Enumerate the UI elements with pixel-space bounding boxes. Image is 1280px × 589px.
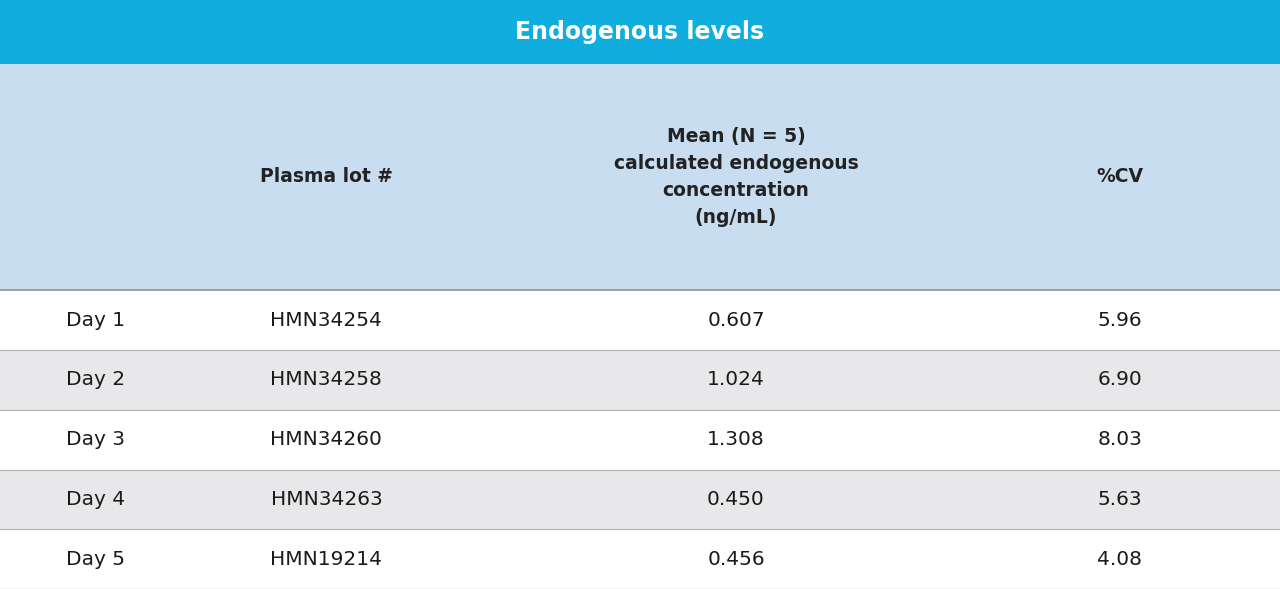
Text: Day 5: Day 5: [67, 550, 125, 568]
Text: 1.308: 1.308: [707, 430, 765, 449]
Bar: [0, 410, 1280, 469]
Text: Day 2: Day 2: [67, 370, 125, 389]
Text: HMN34258: HMN34258: [270, 370, 383, 389]
Text: 0.607: 0.607: [707, 311, 765, 330]
Text: 0.456: 0.456: [707, 550, 765, 568]
Text: 1.024: 1.024: [707, 370, 765, 389]
Text: %CV: %CV: [1097, 167, 1143, 187]
Text: Day 1: Day 1: [67, 311, 125, 330]
Text: 5.96: 5.96: [1098, 311, 1142, 330]
Text: Plasma lot #: Plasma lot #: [260, 167, 393, 187]
Text: Endogenous levels: Endogenous levels: [516, 20, 764, 44]
Bar: [0, 350, 1280, 410]
Text: 4.08: 4.08: [1097, 550, 1143, 568]
Bar: [0, 0, 1280, 64]
Bar: [0, 64, 1280, 290]
Text: 5.63: 5.63: [1098, 490, 1142, 509]
Text: HMN34260: HMN34260: [270, 430, 383, 449]
Text: Day 4: Day 4: [67, 490, 125, 509]
Text: 0.450: 0.450: [707, 490, 765, 509]
Text: HMN34263: HMN34263: [270, 490, 383, 509]
Bar: [0, 530, 1280, 589]
Bar: [0, 290, 1280, 350]
Text: Day 3: Day 3: [67, 430, 125, 449]
Bar: [0, 469, 1280, 530]
Text: 6.90: 6.90: [1098, 370, 1142, 389]
Text: HMN34254: HMN34254: [270, 311, 383, 330]
Text: HMN19214: HMN19214: [270, 550, 383, 568]
Text: Mean (N = 5)
calculated endogenous
concentration
(ng/mL): Mean (N = 5) calculated endogenous conce…: [613, 127, 859, 227]
Text: 8.03: 8.03: [1097, 430, 1143, 449]
